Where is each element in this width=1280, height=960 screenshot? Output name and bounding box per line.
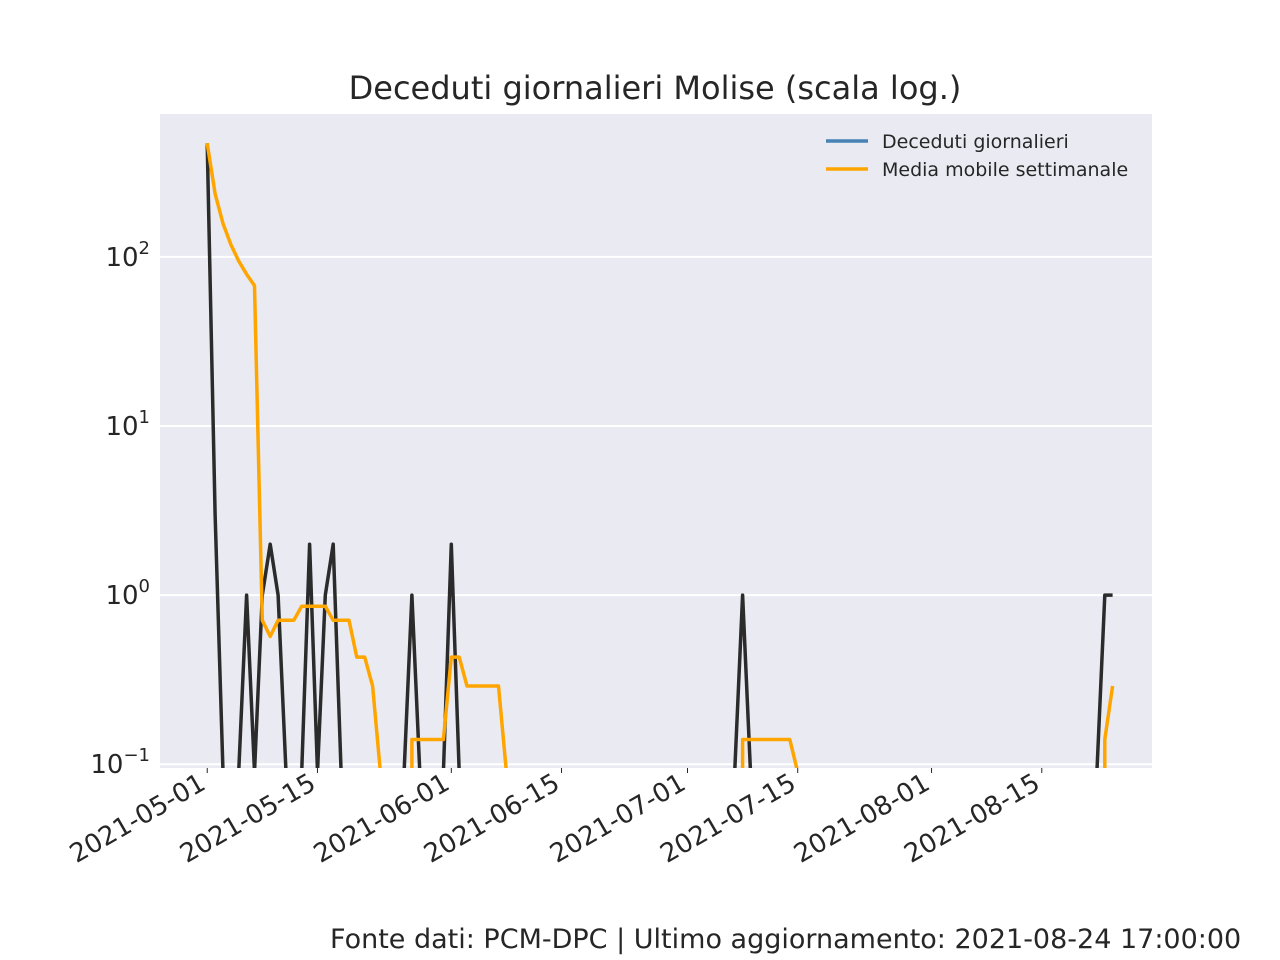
y-tick-label: 102 [105,238,150,273]
y-tick-label: 10−1 [90,745,150,780]
y-tick-label: 100 [105,576,150,611]
footer-source: Fonte dati: PCM-DPC | Ultimo aggiornamen… [330,924,1242,955]
legend-label: Media mobile settimanale [882,159,1128,181]
chart-title: Deceduti giornalieri Molise (scala log.) [349,69,962,107]
legend-label: Deceduti giornalieri [882,131,1069,153]
plot-background [160,114,1152,768]
y-tick-label: 101 [105,407,150,442]
legend: Deceduti giornalieri Media mobile settima… [826,131,1128,181]
series-line-deceduti [205,143,1113,768]
series-layer [205,143,1115,768]
series-line-media-mobile [205,143,1115,768]
